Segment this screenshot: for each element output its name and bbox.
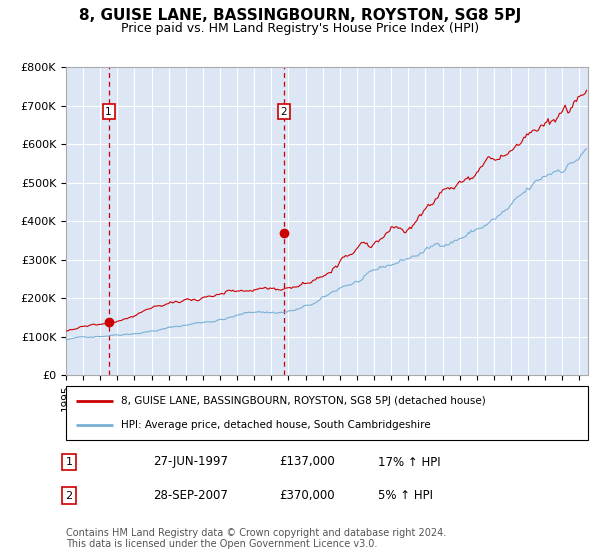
- Text: 8, GUISE LANE, BASSINGBOURN, ROYSTON, SG8 5PJ: 8, GUISE LANE, BASSINGBOURN, ROYSTON, SG…: [79, 8, 521, 24]
- Text: 17% ↑ HPI: 17% ↑ HPI: [378, 455, 440, 469]
- Text: Price paid vs. HM Land Registry's House Price Index (HPI): Price paid vs. HM Land Registry's House …: [121, 22, 479, 35]
- Text: 5% ↑ HPI: 5% ↑ HPI: [378, 489, 433, 502]
- Text: HPI: Average price, detached house, South Cambridgeshire: HPI: Average price, detached house, Sout…: [121, 420, 430, 430]
- Text: 2: 2: [65, 491, 73, 501]
- Text: 27-JUN-1997: 27-JUN-1997: [153, 455, 228, 469]
- Text: £137,000: £137,000: [279, 455, 335, 469]
- Text: 1: 1: [65, 457, 73, 467]
- Text: Contains HM Land Registry data © Crown copyright and database right 2024.
This d: Contains HM Land Registry data © Crown c…: [66, 528, 446, 549]
- Text: 28-SEP-2007: 28-SEP-2007: [153, 489, 228, 502]
- Text: 8, GUISE LANE, BASSINGBOURN, ROYSTON, SG8 5PJ (detached house): 8, GUISE LANE, BASSINGBOURN, ROYSTON, SG…: [121, 396, 485, 406]
- Text: £370,000: £370,000: [279, 489, 335, 502]
- Text: 1: 1: [106, 107, 112, 117]
- Text: 2: 2: [281, 107, 287, 117]
- FancyBboxPatch shape: [66, 386, 588, 440]
